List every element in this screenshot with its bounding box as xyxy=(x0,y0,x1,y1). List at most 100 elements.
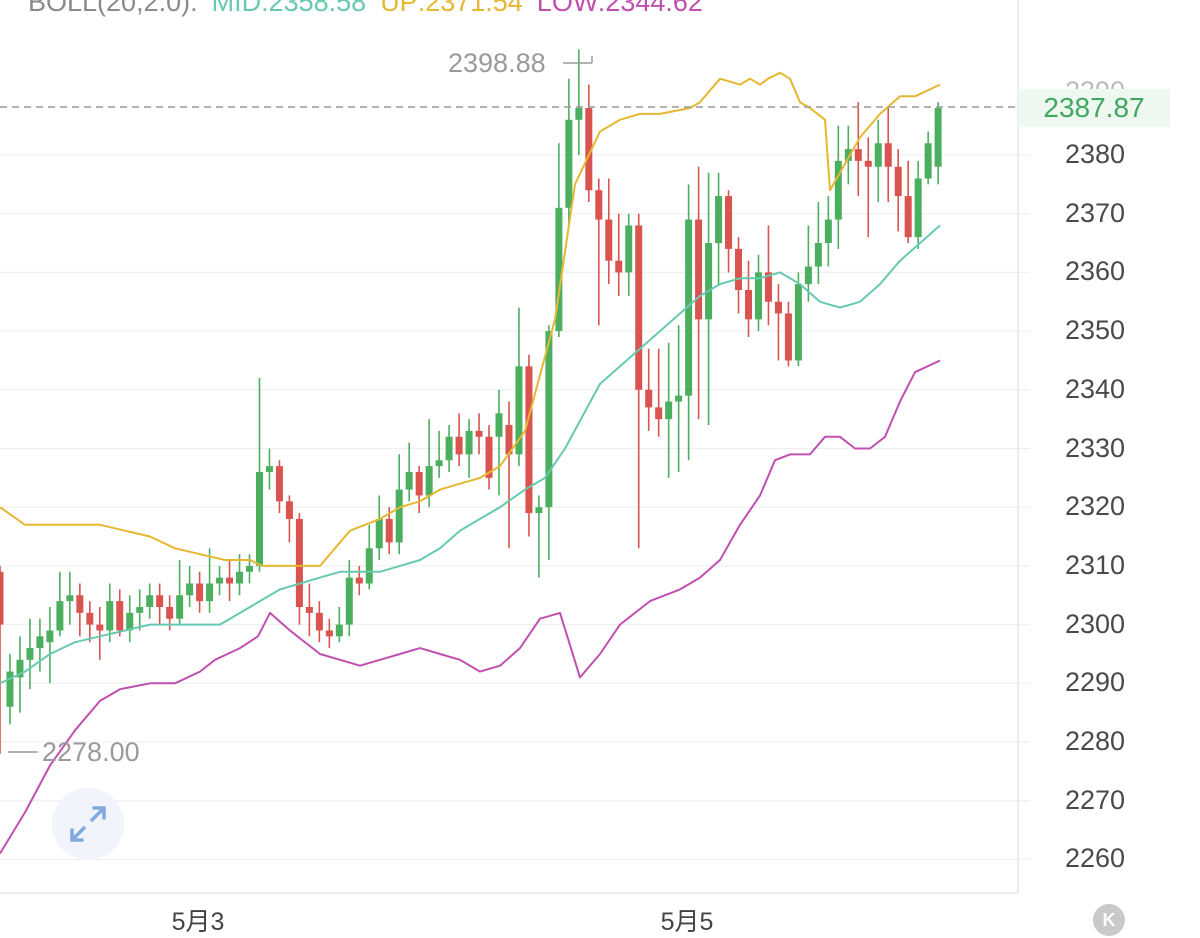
expand-arrows-icon xyxy=(70,806,106,842)
candle-body xyxy=(804,266,812,285)
candle-body xyxy=(445,436,453,461)
candle-body xyxy=(814,243,822,267)
candle-body xyxy=(6,671,14,707)
middle-band-line xyxy=(0,224,941,685)
candle-body xyxy=(525,366,533,514)
candle-body xyxy=(635,225,643,390)
candle-body xyxy=(186,583,194,596)
candle-body xyxy=(904,196,912,238)
candle-body xyxy=(774,301,782,314)
candle-body xyxy=(136,606,144,613)
candle-body xyxy=(246,565,253,572)
candle-body xyxy=(226,577,234,584)
candle-body xyxy=(764,272,772,302)
candle-body xyxy=(455,436,463,455)
indicator-name: BOLL(20,2.0): xyxy=(28,0,198,17)
candle-body xyxy=(555,207,563,332)
candle-body xyxy=(675,395,683,402)
candle-body xyxy=(295,518,303,607)
candle-body xyxy=(106,601,114,631)
indicator-low: LOW:2344.62 xyxy=(536,0,703,17)
kline-toggle-button[interactable]: K xyxy=(1093,904,1125,936)
candle-body xyxy=(76,595,84,613)
y-tick-label: 2310 xyxy=(1064,549,1126,580)
candle-body xyxy=(515,366,523,455)
candle-body xyxy=(46,630,54,643)
candle-body xyxy=(705,243,713,320)
candle-body xyxy=(615,260,623,273)
y-tick-label: 2380 xyxy=(1064,139,1126,169)
grid-lines xyxy=(0,154,1030,860)
candle-body xyxy=(655,407,663,420)
y-tick-label: 2340 xyxy=(1064,373,1126,404)
indicator-legend: BOLL(20,2.0): MID:2358.58 UP:2371.54 LOW:23… xyxy=(28,0,717,18)
candle-body xyxy=(285,501,293,519)
candle-body xyxy=(565,119,573,208)
candle-body xyxy=(66,595,74,602)
candle-body xyxy=(535,507,543,514)
candle-body xyxy=(395,489,403,543)
candle-body xyxy=(345,577,353,625)
candle-body xyxy=(435,460,443,467)
candle-body xyxy=(685,219,693,396)
y-tick-label: 2350 xyxy=(1064,315,1126,346)
candle-body xyxy=(26,648,34,660)
candle-body xyxy=(216,577,224,584)
candle-body xyxy=(545,331,553,508)
candle-body xyxy=(465,430,473,455)
candle-body xyxy=(695,219,703,320)
y-tick-label: 2300 xyxy=(1064,608,1126,639)
candle-body xyxy=(96,624,104,631)
candle-body xyxy=(166,606,174,619)
candle-body xyxy=(834,160,842,220)
candle-body xyxy=(645,389,653,408)
candle-body xyxy=(914,178,922,238)
y-tick-label: 2370 xyxy=(1064,197,1126,228)
candle-body xyxy=(206,583,214,602)
candle-body xyxy=(0,571,4,625)
candle-body xyxy=(405,471,413,490)
candle-body xyxy=(475,430,483,437)
candle-body xyxy=(595,190,603,220)
candle-body xyxy=(735,248,743,291)
candle-body xyxy=(884,143,892,167)
candle-body xyxy=(894,166,902,197)
candle-body xyxy=(146,595,154,607)
low-price-marker: 2278.00 xyxy=(42,737,140,767)
candle-body xyxy=(255,471,263,566)
candle-body xyxy=(625,225,633,273)
candle-body xyxy=(335,624,343,637)
candle-body xyxy=(305,606,313,613)
candle-body xyxy=(754,272,762,320)
candle-body xyxy=(415,471,423,496)
current-price-badge: 2387.87 xyxy=(1018,89,1170,127)
x-tick-label: 5月3 xyxy=(171,908,225,936)
candle-body xyxy=(844,149,852,161)
bollinger-bands xyxy=(0,71,941,855)
indicator-up: UP:2371.54 xyxy=(380,0,523,17)
candle-body xyxy=(385,518,393,543)
candle-body xyxy=(854,149,862,161)
y-tick-label: 2330 xyxy=(1064,432,1126,463)
candle-body xyxy=(156,595,164,607)
candle-body xyxy=(36,636,44,649)
candle-body xyxy=(924,143,932,179)
candle-body xyxy=(126,612,134,631)
candle-body xyxy=(275,466,283,502)
candle-body xyxy=(236,571,244,584)
candle-body xyxy=(315,612,323,631)
indicator-mid: MID:2358.58 xyxy=(211,0,367,17)
lower-band-line xyxy=(0,359,941,855)
high-price-marker: 2398.88 xyxy=(448,48,546,78)
candle-body xyxy=(325,630,333,637)
candle-body xyxy=(425,466,433,496)
candle-body xyxy=(824,219,832,244)
y-tick-label: 2320 xyxy=(1064,491,1126,522)
expand-button[interactable] xyxy=(52,788,124,860)
y-tick-label: 2290 xyxy=(1064,667,1126,698)
candle-body xyxy=(176,595,184,619)
candle-body xyxy=(365,548,373,584)
candle-body xyxy=(725,196,733,249)
y-tick-label: 2260 xyxy=(1064,843,1126,874)
